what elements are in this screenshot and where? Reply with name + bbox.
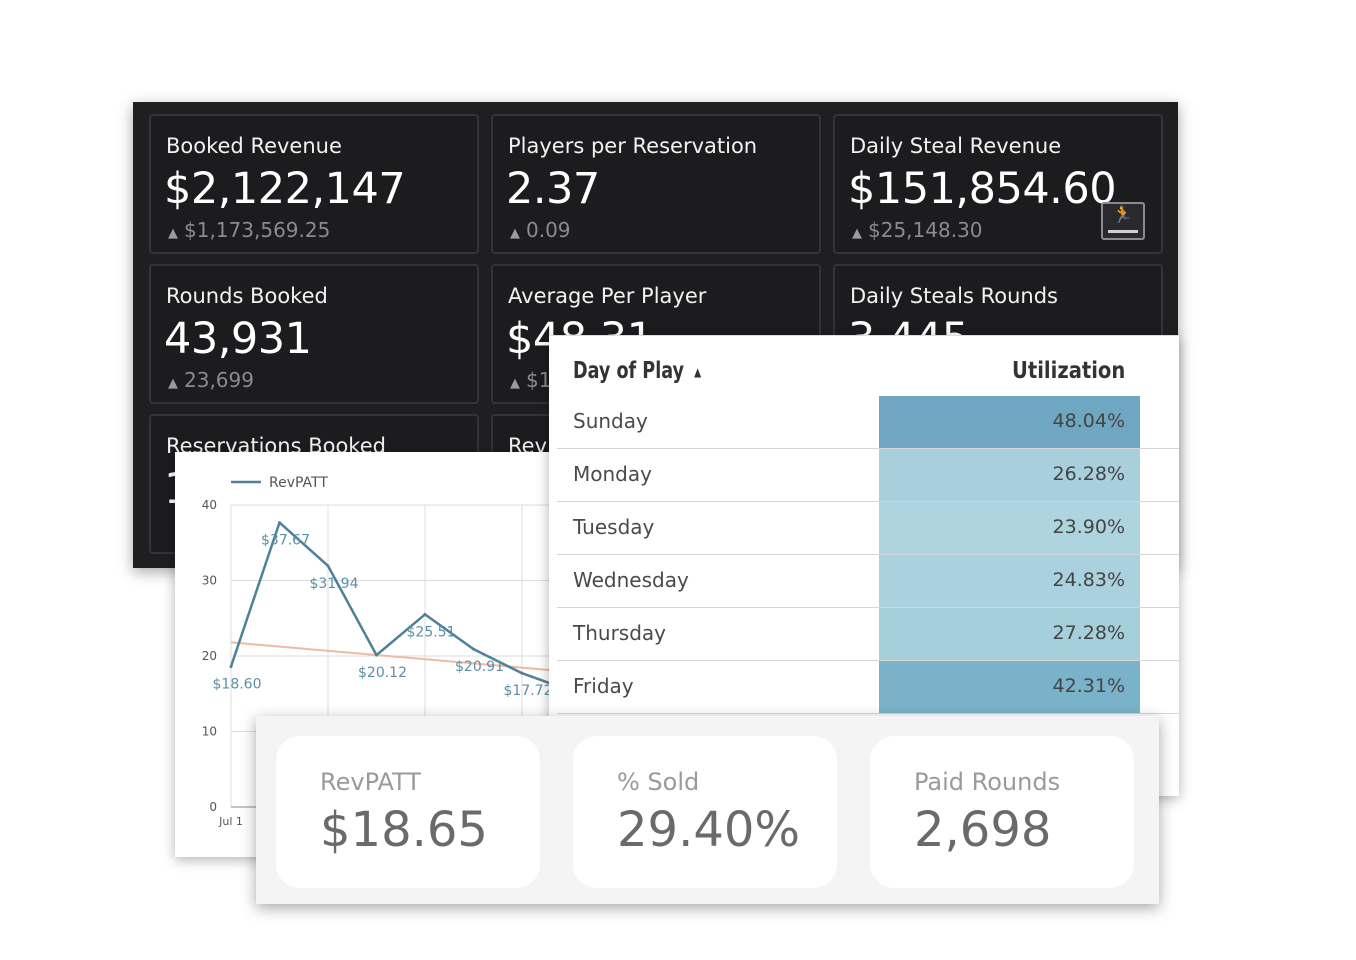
data-point [520, 671, 524, 675]
cell-day: Monday [573, 462, 652, 486]
series-line-revpatt [229, 521, 571, 692]
scorecard-paid-rounds[interactable]: Paid Rounds 2,698 [870, 736, 1134, 888]
scorecard-label: % Sold [617, 768, 700, 796]
kpi-title: Average Per Player [508, 284, 707, 308]
cell-utilization: 26.28% [1052, 463, 1125, 485]
table-row[interactable]: Thursday 27.28% [557, 608, 1179, 661]
data-point [472, 647, 475, 651]
sort-ascending-icon[interactable]: ▲ [694, 364, 702, 379]
table-row[interactable]: Friday 42.31% [557, 661, 1179, 714]
data-label: $17.72 [504, 683, 553, 699]
table-row[interactable]: Monday 26.28% [557, 449, 1179, 502]
utilization-heat-cell [879, 396, 1140, 448]
data-label: $37.67 [261, 533, 310, 549]
arrow-up-icon: ▲ [168, 376, 178, 391]
arrow-up-icon: ▲ [510, 376, 520, 391]
kpi-value: 43,931 [164, 314, 312, 364]
arrow-up-icon: ▲ [852, 226, 862, 241]
cell-day: Wednesday [573, 568, 689, 592]
utilization-heat-cell [879, 661, 1140, 713]
kpi-delta: ▲ 0.09 [510, 218, 571, 242]
scorecard-percent-sold[interactable]: % Sold 29.40% [573, 736, 837, 888]
kpi-card-daily-steal-revenue[interactable]: Daily Steal Revenue $151,854.60 ▲ $25,148… [833, 114, 1163, 254]
kpi-card-rounds-booked[interactable]: Rounds Booked 43,931 ▲ 23,699 [149, 264, 479, 404]
kpi-title: Daily Steal Revenue [850, 134, 1062, 158]
trend-line [230, 641, 571, 673]
scorecard-value: $18.65 [320, 802, 488, 858]
kpi-delta: ▲ $1 [510, 368, 552, 392]
daily-steals-logo: 🏃 [1101, 202, 1145, 240]
kpi-delta: ▲ 23,699 [168, 368, 254, 392]
runner-icon: 🏃 [1112, 205, 1134, 225]
scorecard-label: Paid Rounds [914, 768, 1061, 796]
y-tick-label: 10 [202, 725, 217, 739]
utilization-heat-cell [879, 608, 1140, 660]
scorecard-revpatt[interactable]: RevPATT $18.65 [276, 736, 540, 888]
column-header-utilization[interactable]: Utilization [1011, 358, 1125, 384]
scorecard-panel: RevPATT $18.65 % Sold 29.40% Paid Rounds… [256, 716, 1159, 904]
kpi-card-players-per-reservation[interactable]: Players per Reservation 2.37 ▲ 0.09 [491, 114, 821, 254]
data-point [423, 612, 427, 616]
utilization-heat-cell [879, 449, 1140, 501]
data-point [326, 564, 330, 568]
data-label: $31.94 [310, 576, 359, 592]
data-point [229, 665, 233, 669]
cell-day: Thursday [573, 621, 666, 645]
kpi-card-booked-revenue[interactable]: Booked Revenue $2,122,147 ▲ $1,173,569.25 [149, 114, 479, 254]
kpi-value: $2,122,147 [164, 164, 406, 214]
table-row[interactable]: Wednesday 24.83% [557, 555, 1179, 608]
cell-day: Sunday [573, 409, 648, 433]
data-point [375, 653, 378, 657]
y-tick-label: 30 [202, 574, 217, 588]
cell-day: Friday [573, 674, 634, 698]
kpi-title: Players per Reservation [508, 134, 758, 158]
kpi-delta: ▲ $25,148.30 [852, 218, 983, 242]
cell-utilization: 42.31% [1052, 675, 1125, 697]
kpi-title: Booked Revenue [166, 134, 342, 158]
scorecard-label: RevPATT [320, 768, 421, 796]
table-row[interactable]: Tuesday 23.90% [557, 502, 1179, 555]
scorecard-value: 29.40% [617, 802, 801, 858]
cell-utilization: 27.28% [1052, 622, 1125, 644]
chart-canvas: 0 10 20 30 40 Jul 1 RevPATT $18.60 $37.67 $31.94 $… [202, 475, 580, 828]
kpi-title: Daily Steals Rounds [850, 284, 1059, 308]
data-label: $20.12 [358, 665, 407, 681]
scorecard-value: 2,698 [914, 802, 1052, 858]
legend-label: RevPATT [269, 475, 328, 491]
y-tick-label: 20 [202, 649, 217, 663]
arrow-up-icon: ▲ [168, 226, 178, 241]
cell-day: Tuesday [573, 515, 655, 539]
y-tick-label: 0 [209, 800, 217, 814]
kpi-title: Rounds Booked [166, 284, 328, 308]
column-header-day-of-play[interactable]: Day of Play ▲ [573, 358, 702, 384]
utilization-heat-cell [879, 555, 1140, 607]
data-point [278, 521, 281, 525]
data-label: $25.51 [407, 624, 456, 640]
table-row[interactable]: Sunday 48.04% [557, 396, 1179, 449]
logo-wordmark [1108, 230, 1138, 233]
cell-utilization: 48.04% [1052, 410, 1125, 432]
y-tick-label: 40 [202, 498, 217, 512]
x-tick-label: Jul 1 [218, 815, 243, 828]
data-label: $18.60 [213, 677, 262, 693]
kpi-value: $151,854.60 [848, 164, 1117, 214]
cell-utilization: 24.83% [1052, 569, 1125, 591]
arrow-up-icon: ▲ [510, 226, 520, 241]
kpi-value: 2.37 [506, 164, 600, 214]
utilization-heat-cell [879, 502, 1140, 554]
kpi-delta: ▲ $1,173,569.25 [168, 218, 331, 242]
data-label: $20.91 [455, 659, 504, 675]
cell-utilization: 23.90% [1052, 516, 1125, 538]
